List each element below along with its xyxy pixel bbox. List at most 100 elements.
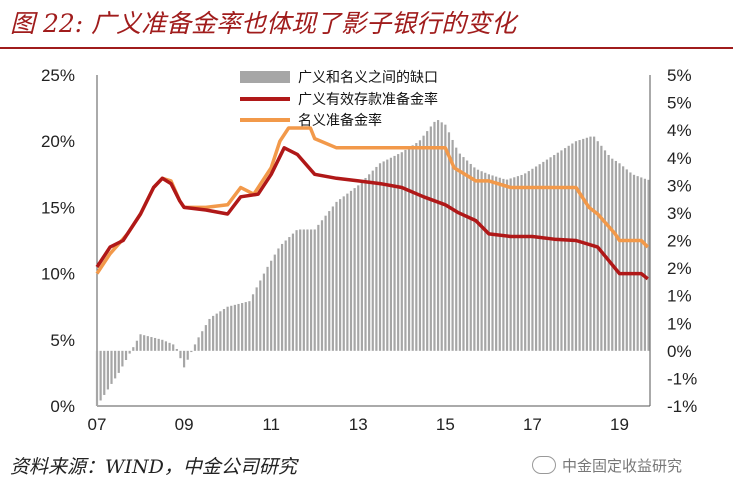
- gap-bar: [397, 154, 400, 351]
- x-tick-label: 09: [175, 415, 194, 434]
- gap-bar: [436, 120, 440, 351]
- gap-bar: [389, 157, 393, 351]
- gap-bar: [193, 344, 197, 351]
- gap-bar: [270, 260, 273, 351]
- tick-labels: 0% 5% 10% 15% 20% 25% -1% -1% 0% 1% 1% 2% 2% 3% 3% 4% 4%…: [41, 66, 697, 434]
- gap-bar: [103, 350, 106, 395]
- gap-bar: [128, 350, 131, 354]
- gap-bar: [212, 315, 215, 351]
- gap-bar: [563, 148, 567, 351]
- gap-bar: [320, 220, 324, 351]
- gap-bar: [516, 176, 520, 351]
- gap-bar: [143, 335, 146, 351]
- gap-bar: [429, 126, 432, 351]
- x-tick-label: 19: [610, 415, 629, 434]
- gap-bar: [241, 303, 244, 351]
- gap-bar: [640, 177, 643, 351]
- gap-bar: [451, 139, 454, 351]
- gap-bar: [204, 325, 207, 351]
- y-right-tick-label: 3%: [667, 204, 692, 223]
- x-tick-label: 07: [88, 415, 107, 434]
- gap-bar: [636, 176, 639, 351]
- gap-bar: [553, 154, 556, 351]
- gap-bar: [302, 229, 305, 351]
- gap-bar: [309, 229, 313, 351]
- x-tick-label: 13: [349, 415, 368, 434]
- gap-bar: [480, 171, 483, 351]
- gap-bar: [567, 145, 570, 351]
- gap-bars: [95, 120, 650, 406]
- gap-bar: [124, 350, 128, 361]
- gap-bar: [114, 350, 117, 379]
- y-right-tick-label: 0%: [667, 342, 692, 361]
- gap-bar: [629, 172, 632, 351]
- gap-bar: [139, 334, 142, 351]
- gap-bar: [556, 152, 559, 351]
- gap-bar: [614, 160, 617, 351]
- gap-bar: [172, 344, 175, 351]
- gap-bar: [277, 248, 280, 351]
- gap-bar: [164, 341, 168, 351]
- nominal-rate-line: [95, 126, 650, 275]
- gap-bar: [219, 311, 222, 351]
- gap-bar: [106, 350, 109, 390]
- gap-bar: [339, 199, 342, 351]
- x-tick-label: 15: [436, 415, 455, 434]
- y-left-tick-label: 20%: [41, 132, 75, 151]
- gap-bar: [400, 152, 403, 351]
- gap-bar: [647, 179, 650, 351]
- gap-bar: [335, 201, 338, 351]
- gap-bar: [161, 339, 164, 351]
- gap-bar: [618, 163, 621, 351]
- gap-bar: [360, 181, 363, 351]
- gap-bar: [121, 350, 124, 367]
- gap-bar: [299, 229, 302, 351]
- gap-bar: [534, 166, 538, 351]
- gap-bar: [509, 178, 512, 351]
- gap-bar: [422, 135, 425, 351]
- gap-bar: [466, 160, 469, 351]
- gap-bar: [495, 176, 498, 351]
- gap-bar: [132, 347, 135, 351]
- gap-bar: [611, 158, 614, 351]
- gap-bar: [255, 287, 258, 351]
- gap-bar: [237, 303, 240, 351]
- gap-bar: [549, 157, 552, 351]
- gap-bar: [498, 177, 501, 351]
- gap-bar: [378, 163, 382, 351]
- gap-bar: [324, 215, 327, 351]
- gap-bar: [331, 206, 334, 351]
- y-right-tick-label: 5%: [667, 66, 692, 85]
- gap-bar: [342, 196, 345, 351]
- gap-bar: [545, 159, 549, 351]
- gap-bar: [491, 175, 494, 351]
- broad-rate-line: [95, 146, 649, 281]
- gap-bar: [157, 338, 160, 351]
- y-left-tick-label: 0%: [50, 397, 75, 416]
- gap-bar: [440, 122, 443, 351]
- gap-bar: [411, 145, 414, 351]
- gap-bar: [473, 167, 476, 351]
- gap-bar: [291, 233, 295, 351]
- gap-bar: [175, 348, 178, 351]
- gap-bar: [226, 306, 229, 351]
- legend-swatch-gap: [240, 71, 290, 83]
- y-right-tick-label: 2%: [667, 259, 692, 278]
- y-left-tick-label: 10%: [41, 265, 75, 284]
- gap-bar: [182, 350, 186, 368]
- gap-bar: [393, 155, 396, 351]
- gap-bar: [349, 190, 353, 351]
- gap-bar: [259, 280, 262, 351]
- gap-bar: [244, 302, 247, 351]
- title-rule: [0, 47, 733, 49]
- gap-bar: [222, 309, 226, 351]
- gap-bar: [625, 169, 628, 351]
- y-right-tick-label: 1%: [667, 287, 692, 306]
- gap-bar: [364, 177, 367, 351]
- gap-bar: [632, 174, 636, 351]
- gap-bar: [574, 141, 578, 351]
- legend-label: 广义有效存款准备金率: [298, 91, 438, 108]
- watermark-text: 中金固定收益研究: [562, 457, 683, 475]
- gap-bar: [382, 161, 385, 351]
- gap-bar: [542, 161, 545, 351]
